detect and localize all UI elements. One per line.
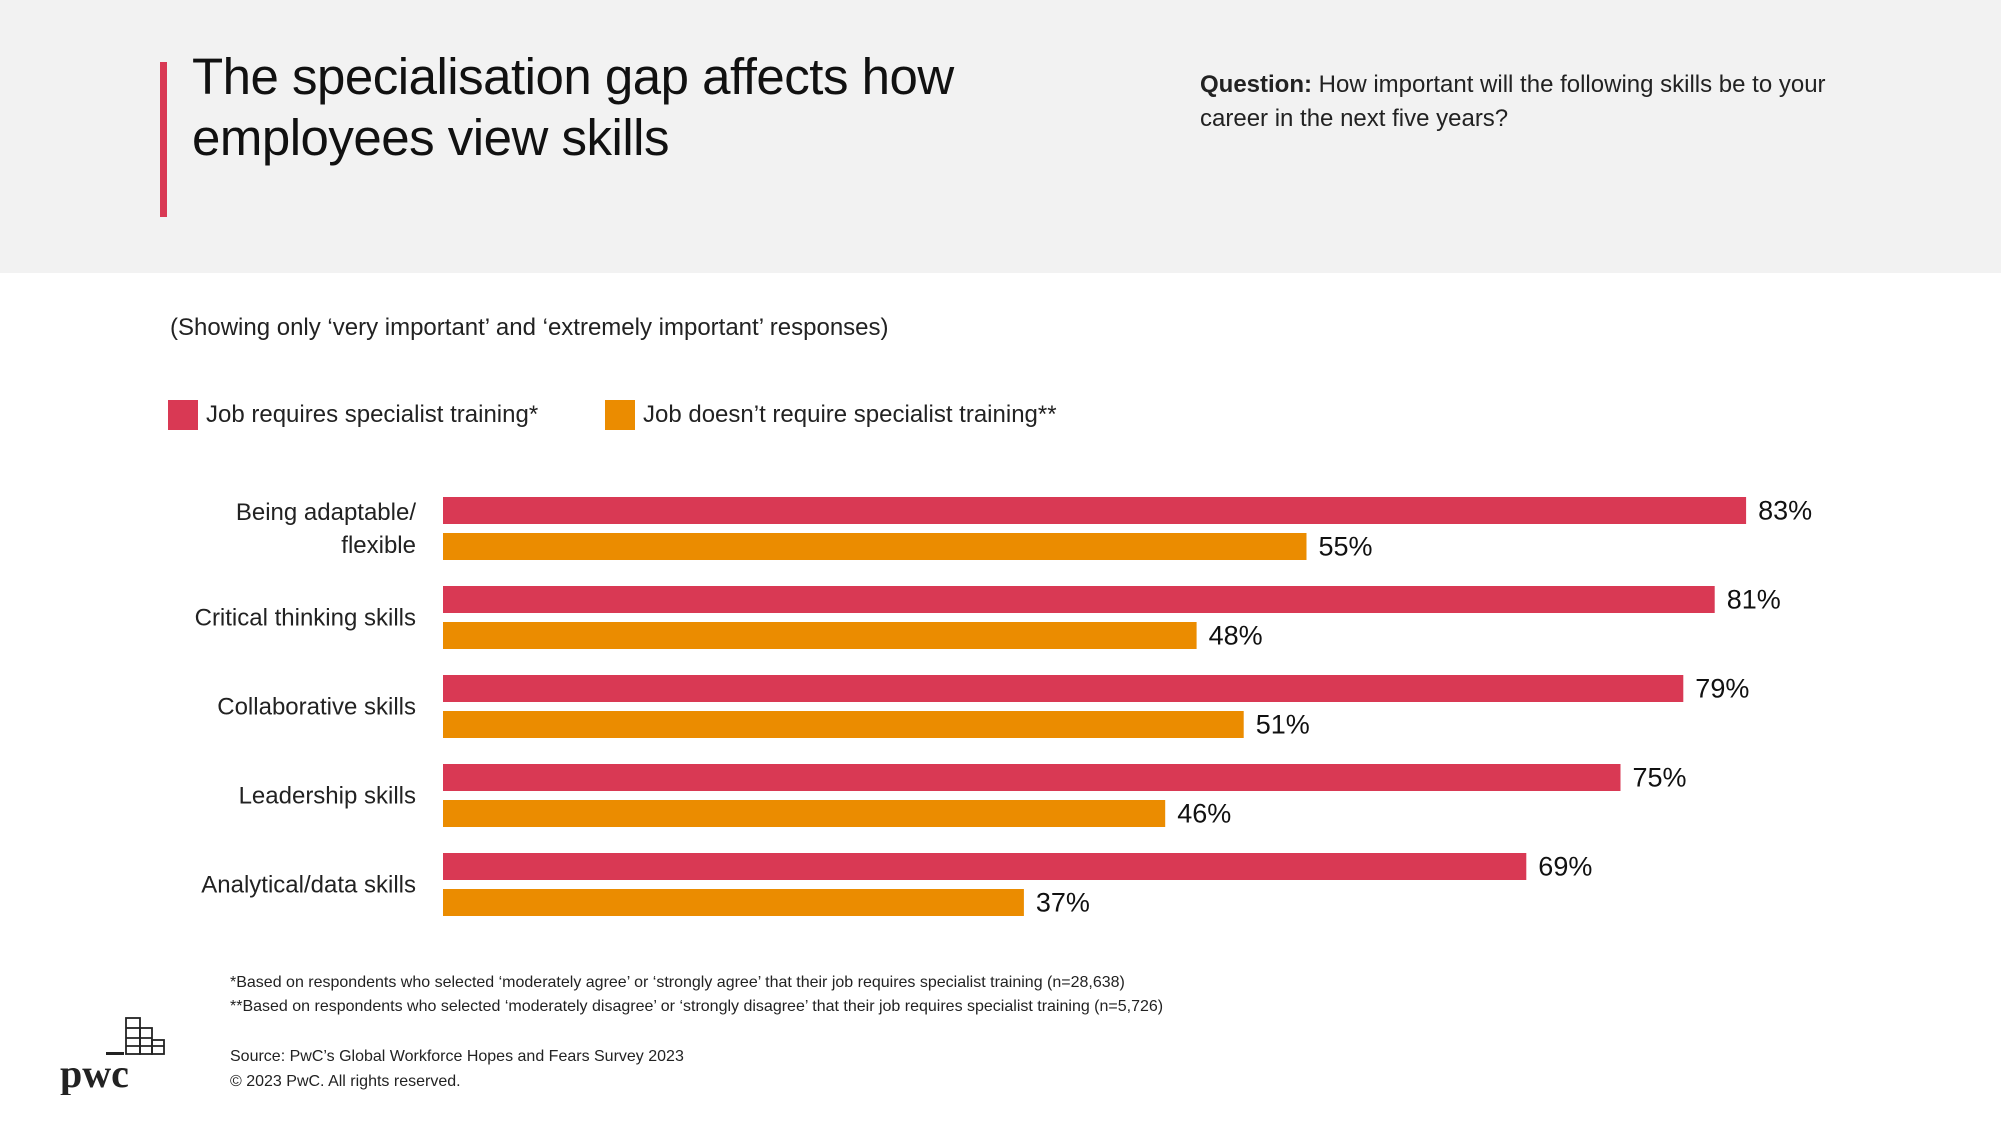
- logo-wordmark: pwc: [60, 1051, 129, 1095]
- category-label-analytical-data-skills: Analytical/data skills: [201, 872, 416, 899]
- value-label-specialist-critical-thinking-skills: 81%: [1727, 585, 1781, 615]
- title-line-1: The specialisation gap affects how: [192, 48, 954, 105]
- value-label-non-specialist-critical-thinking-skills: 48%: [1209, 621, 1263, 651]
- value-label-specialist-analytical-data-skills: 69%: [1538, 852, 1592, 882]
- bar-non-specialist-leadership-skills: [443, 800, 1166, 827]
- value-label-non-specialist-being-adaptable-flexible: 55%: [1319, 532, 1373, 562]
- title-line-2: employees view skills: [192, 109, 670, 166]
- legend-swatch-specialist: [168, 400, 198, 430]
- copyright-note: © 2023 PwC. All rights reserved.: [230, 1073, 461, 1090]
- footnote-specialist: *Based on respondents who selected ‘mode…: [230, 974, 1125, 991]
- page-title: The specialisation gap affects how emplo…: [192, 46, 1092, 168]
- bar-non-specialist-analytical-data-skills: [443, 889, 1024, 916]
- header-band: [0, 0, 2001, 273]
- value-label-specialist-collaborative-skills: 79%: [1695, 674, 1749, 704]
- source-note: Source: PwC’s Global Workforce Hopes and…: [230, 1048, 684, 1065]
- category-label-being-adaptable-flexible: Being adaptable/flexible: [236, 499, 416, 559]
- bar-non-specialist-collaborative-skills: [443, 711, 1244, 738]
- legend-label-specialist: Job requires specialist training*: [206, 401, 539, 428]
- legend-item-specialist: Job requires specialist training*: [168, 400, 538, 430]
- legend-label-non-specialist: Job doesn’t require specialist training*…: [643, 401, 1057, 428]
- question-text: How important will the following skills …: [1200, 71, 1826, 132]
- pwc-logo: pwc: [60, 1017, 165, 1095]
- title-accent-rule: [160, 62, 167, 217]
- bar-chart: Being adaptable/flexible 83% 55% Critical t…: [195, 496, 1813, 918]
- bar-specialist-analytical-data-skills: [443, 853, 1527, 880]
- bar-specialist-collaborative-skills: [443, 675, 1684, 702]
- value-label-non-specialist-analytical-data-skills: 37%: [1036, 888, 1090, 918]
- footnote-non-specialist: **Based on respondents who selected ‘mod…: [230, 998, 1164, 1015]
- value-label-specialist-being-adaptable-flexible: 83%: [1758, 496, 1812, 526]
- bar-specialist-being-adaptable-flexible: [443, 497, 1747, 524]
- bar-specialist-critical-thinking-skills: [443, 586, 1715, 613]
- value-label-non-specialist-leadership-skills: 46%: [1177, 799, 1231, 829]
- value-label-non-specialist-collaborative-skills: 51%: [1256, 710, 1310, 740]
- value-label-specialist-leadership-skills: 75%: [1633, 763, 1687, 793]
- bar-non-specialist-critical-thinking-skills: [443, 622, 1197, 649]
- legend-swatch-non-specialist: [605, 400, 635, 430]
- category-label-leadership-skills: Leadership skills: [239, 783, 416, 810]
- question-label: Question:: [1200, 71, 1312, 98]
- bar-specialist-leadership-skills: [443, 764, 1621, 791]
- bar-non-specialist-being-adaptable-flexible: [443, 533, 1307, 560]
- survey-question: Question: How important will the followi…: [1200, 68, 1900, 136]
- legend-item-non-specialist: Job doesn’t require specialist training*…: [605, 400, 1057, 430]
- category-label-collaborative-skills: Collaborative skills: [217, 694, 416, 721]
- chart-subtitle: (Showing only ‘very important’ and ‘extr…: [170, 314, 889, 341]
- category-label-critical-thinking-skills: Critical thinking skills: [195, 605, 416, 632]
